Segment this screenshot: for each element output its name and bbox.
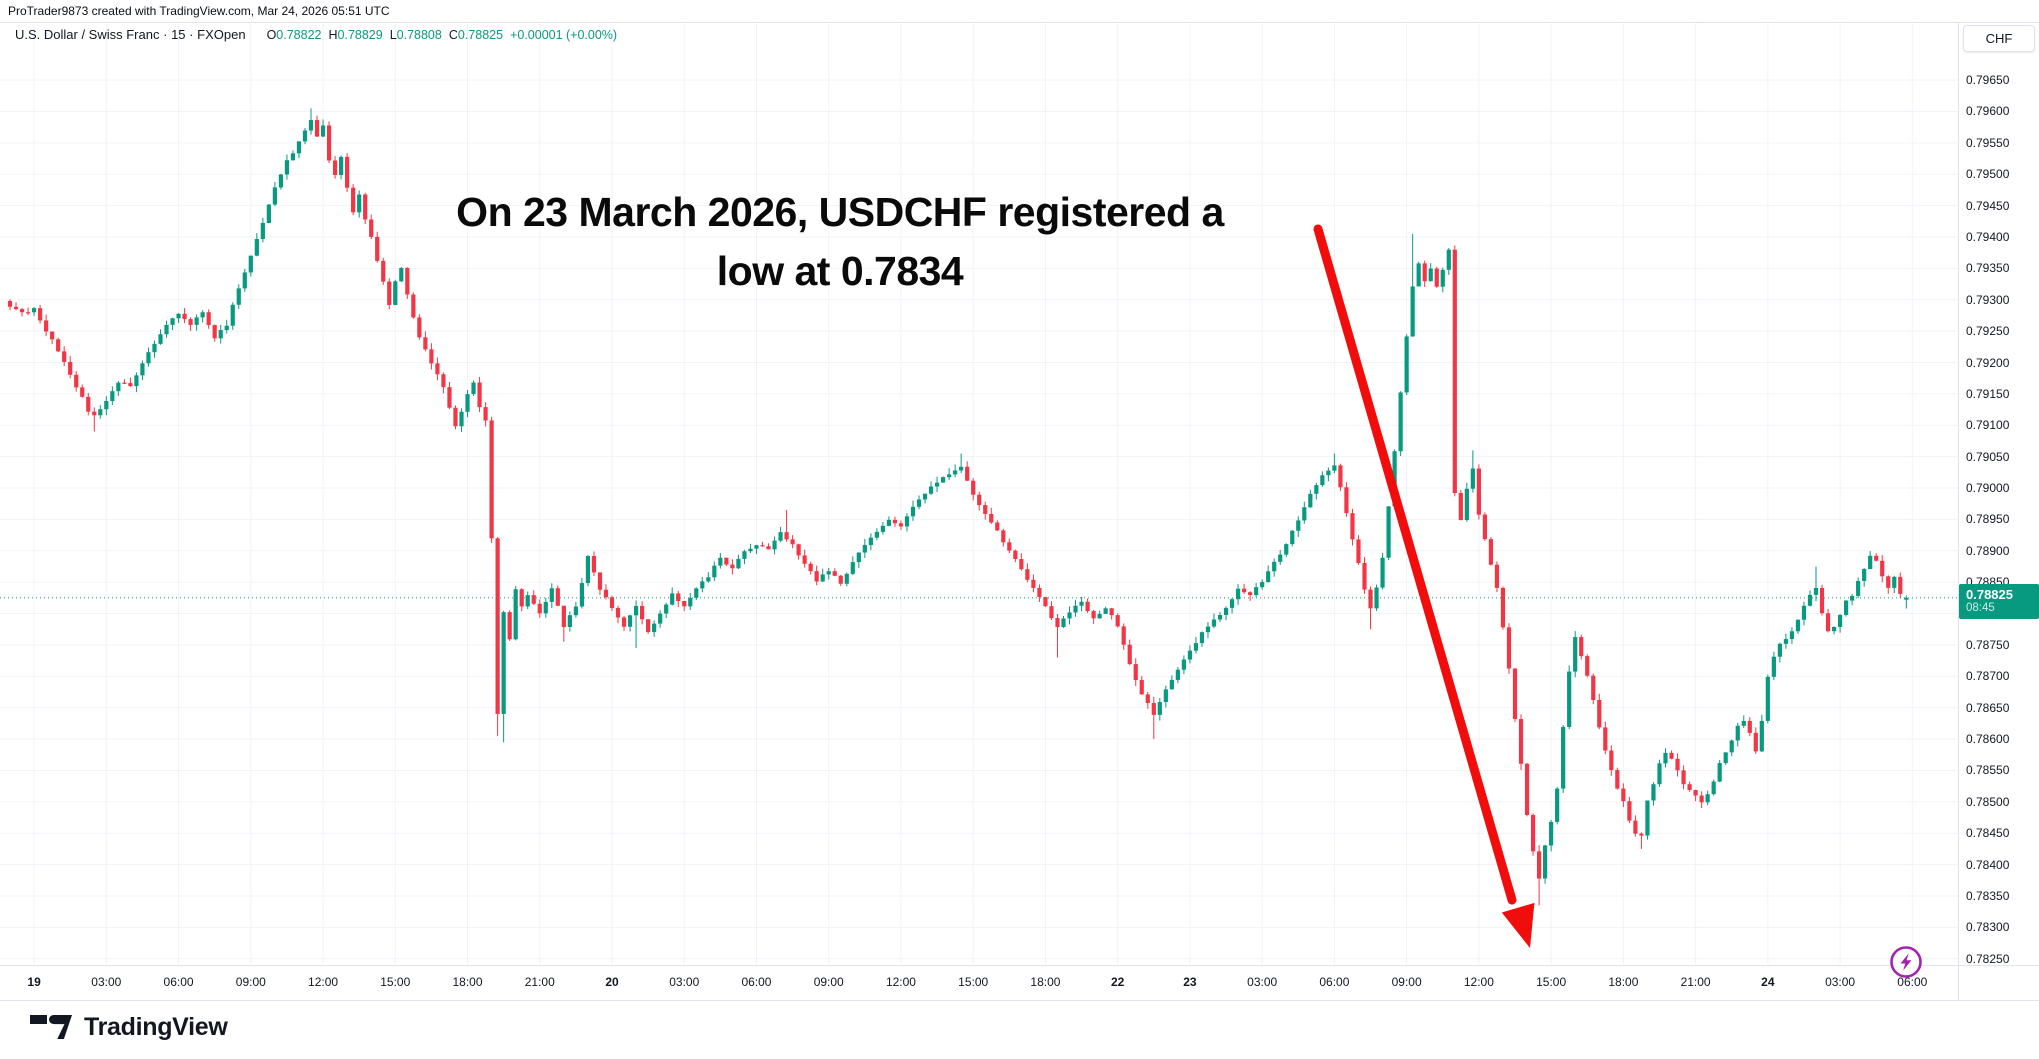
- low-value: 0.78808: [396, 28, 442, 42]
- price-tick-label: 0.78650: [1966, 700, 2010, 715]
- chart-frame[interactable]: [0, 22, 2039, 1001]
- time-tick-label: 09:00: [813, 975, 844, 989]
- chart-bottom-border: [0, 1000, 2039, 1001]
- price-tick-label: 0.78900: [1966, 543, 2010, 558]
- price-tick-label: 0.79450: [1966, 198, 2010, 213]
- time-tick-label: 06:00: [1319, 975, 1350, 989]
- time-tick-label: 24: [1761, 975, 1775, 989]
- time-tick-label: 21:00: [1680, 975, 1711, 989]
- time-tick-label: 03:00: [1247, 975, 1278, 989]
- price-tick-label: 0.79650: [1966, 73, 2010, 88]
- currency-button[interactable]: CHF: [1963, 25, 2035, 52]
- lightning-bolt: [1900, 953, 1912, 971]
- time-tick-label: 09:00: [1391, 975, 1422, 989]
- time-tick-label: 15:00: [1536, 975, 1567, 989]
- instant-trading-lightning-icon[interactable]: [1888, 944, 1924, 980]
- price-tick-label: 0.78450: [1966, 826, 2010, 841]
- time-tick-label: 21:00: [524, 975, 555, 989]
- time-tick-label: 15:00: [380, 975, 411, 989]
- time-tick-label: 03:00: [669, 975, 700, 989]
- annotation-line-1: On 23 March 2026, USDCHF registered a: [456, 189, 1224, 235]
- symbol-title: U.S. Dollar / Swiss Franc · 15 · FXOpen: [15, 27, 246, 42]
- price-tick-label: 0.79500: [1966, 167, 2010, 182]
- annotation-line-2: low at 0.7834: [716, 248, 964, 295]
- price-tick-label: 0.79400: [1966, 230, 2010, 244]
- time-tick-label: 12:00: [885, 975, 916, 989]
- bar-countdown: 08:45: [1966, 602, 1995, 615]
- time-tick-label: 18:00: [1608, 975, 1639, 989]
- price-tick-label: 0.78250: [1966, 951, 2010, 966]
- ohlc-values: O0.78822 H0.78829 L0.78808 C0.78825 +0.00001…: [260, 28, 618, 42]
- high-label: H: [328, 28, 338, 42]
- open-label: O: [266, 28, 277, 42]
- close-value: 0.78825: [457, 28, 504, 42]
- price-tick-label: 0.79300: [1966, 292, 2010, 307]
- time-tick-label: 12:00: [1463, 975, 1494, 989]
- price-tick-label: 0.78400: [1966, 857, 2010, 872]
- time-axis-divider: [0, 965, 2039, 966]
- price-tick-label: 0.78600: [1966, 732, 2010, 747]
- price-tick-label: 0.78750: [1966, 637, 2010, 652]
- time-tick-label: 20: [605, 975, 619, 989]
- tradingview-logo[interactable]: TradingView: [30, 1012, 228, 1042]
- price-tick-label: 0.79250: [1966, 324, 2010, 339]
- symbol-legend[interactable]: U.S. Dollar / Swiss Franc · 15 · FXOpen O…: [15, 27, 617, 42]
- price-tick-label: 0.78300: [1966, 920, 2010, 935]
- time-tick-label: 03:00: [91, 975, 122, 989]
- time-tick-label: 03:00: [1825, 975, 1856, 989]
- time-tick-label: 15:00: [958, 975, 989, 989]
- price-tick-label: 0.79100: [1966, 418, 2010, 433]
- price-tick-label: 0.78350: [1966, 888, 2010, 903]
- low-label: L: [389, 28, 397, 42]
- change-value: +0.00001 (+0.00%): [510, 28, 618, 42]
- tradingview-logo-text: TradingView: [84, 1012, 228, 1041]
- time-tick-label: 18:00: [1030, 975, 1061, 989]
- last-price-badge: 0.78825 08:45: [1959, 583, 2039, 619]
- price-tick-label: 0.78950: [1966, 512, 2010, 527]
- price-tick-label: 0.79000: [1966, 481, 2010, 496]
- high-value: 0.78829: [337, 28, 383, 42]
- time-tick-label: 09:00: [235, 975, 266, 989]
- price-tick-label: 0.79600: [1966, 104, 2010, 119]
- price-axis-divider: [1958, 22, 1959, 1000]
- time-tick-label: 18:00: [452, 975, 483, 989]
- price-tick-label: 0.79350: [1966, 261, 2010, 276]
- tradingview-logo-icon: [30, 1012, 72, 1042]
- last-price-value: 0.78825: [1966, 587, 2013, 603]
- open-value: 0.78822: [276, 28, 322, 42]
- attribution-text: ProTrader9873 created with TradingView.c…: [8, 4, 390, 18]
- attribution-bar: ProTrader9873 created with TradingView.c…: [0, 0, 2039, 22]
- price-tick-label: 0.78550: [1966, 763, 2010, 778]
- price-tick-label: 0.79050: [1966, 449, 2010, 464]
- price-tick-label: 0.79200: [1966, 355, 2010, 370]
- close-label: C: [448, 28, 458, 42]
- time-tick-label: 06:00: [163, 975, 194, 989]
- price-tick-label: 0.78700: [1966, 669, 2010, 684]
- price-tick-label: 0.79550: [1966, 135, 2010, 150]
- chart-annotation-text: On 23 March 2026, USDCHF registered a lo…: [425, 183, 1255, 302]
- time-tick-label: 12:00: [308, 975, 339, 989]
- time-tick-label: 22: [1110, 975, 1125, 989]
- time-tick-label: 06:00: [1897, 975, 1928, 989]
- time-tick-label: 06:00: [741, 975, 772, 989]
- price-tick-label: 0.78500: [1966, 794, 2010, 809]
- price-tick-label: 0.79150: [1966, 386, 2010, 401]
- time-tick-label: 23: [1183, 975, 1197, 989]
- time-tick-label: 19: [27, 975, 41, 989]
